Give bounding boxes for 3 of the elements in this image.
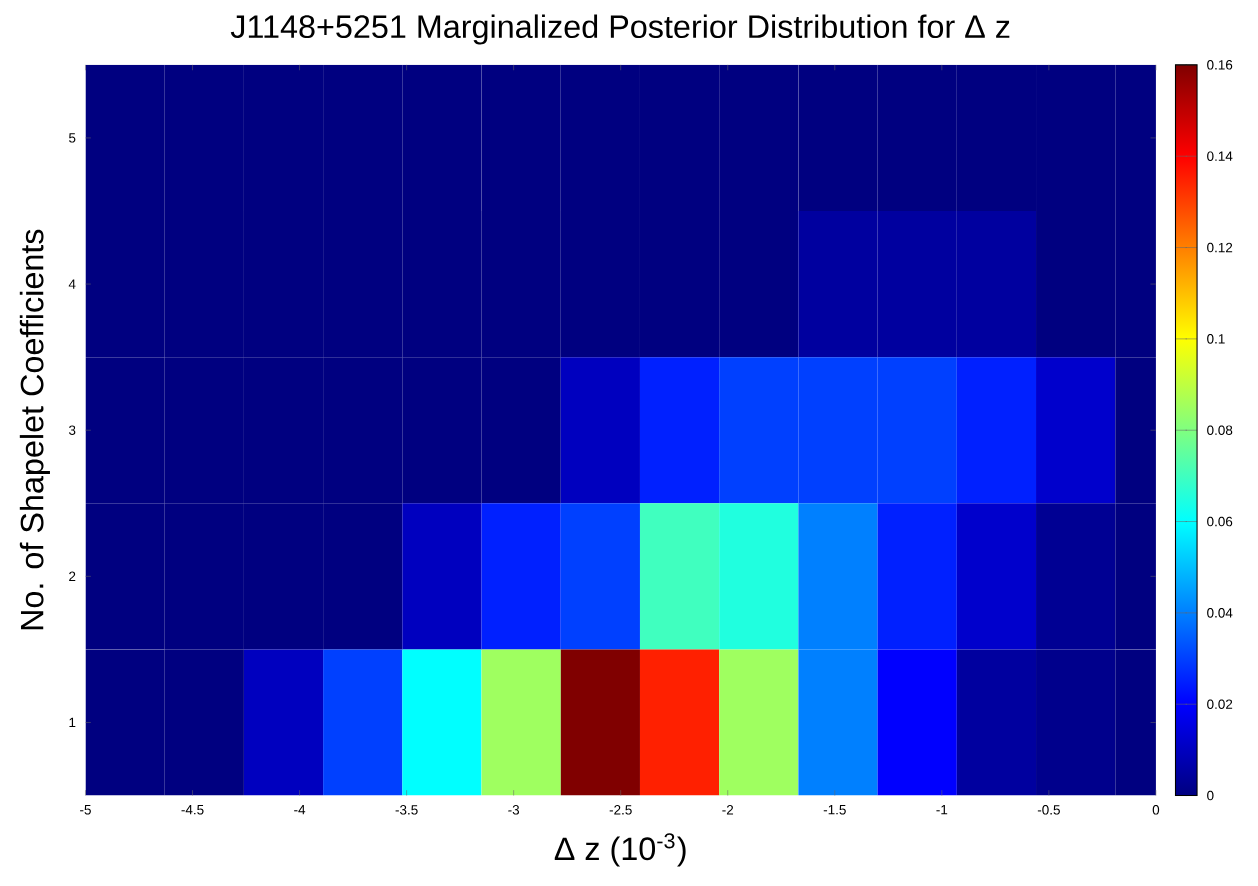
y-axis-title: No. of Shapelet Coefficients xyxy=(19,229,50,630)
chart-title: J1148+5251 Marginalized Posterior Distribution for Δ z xyxy=(230,14,1010,45)
x-axis-title: Δ z (10$^{-3}$) xyxy=(554,832,686,867)
